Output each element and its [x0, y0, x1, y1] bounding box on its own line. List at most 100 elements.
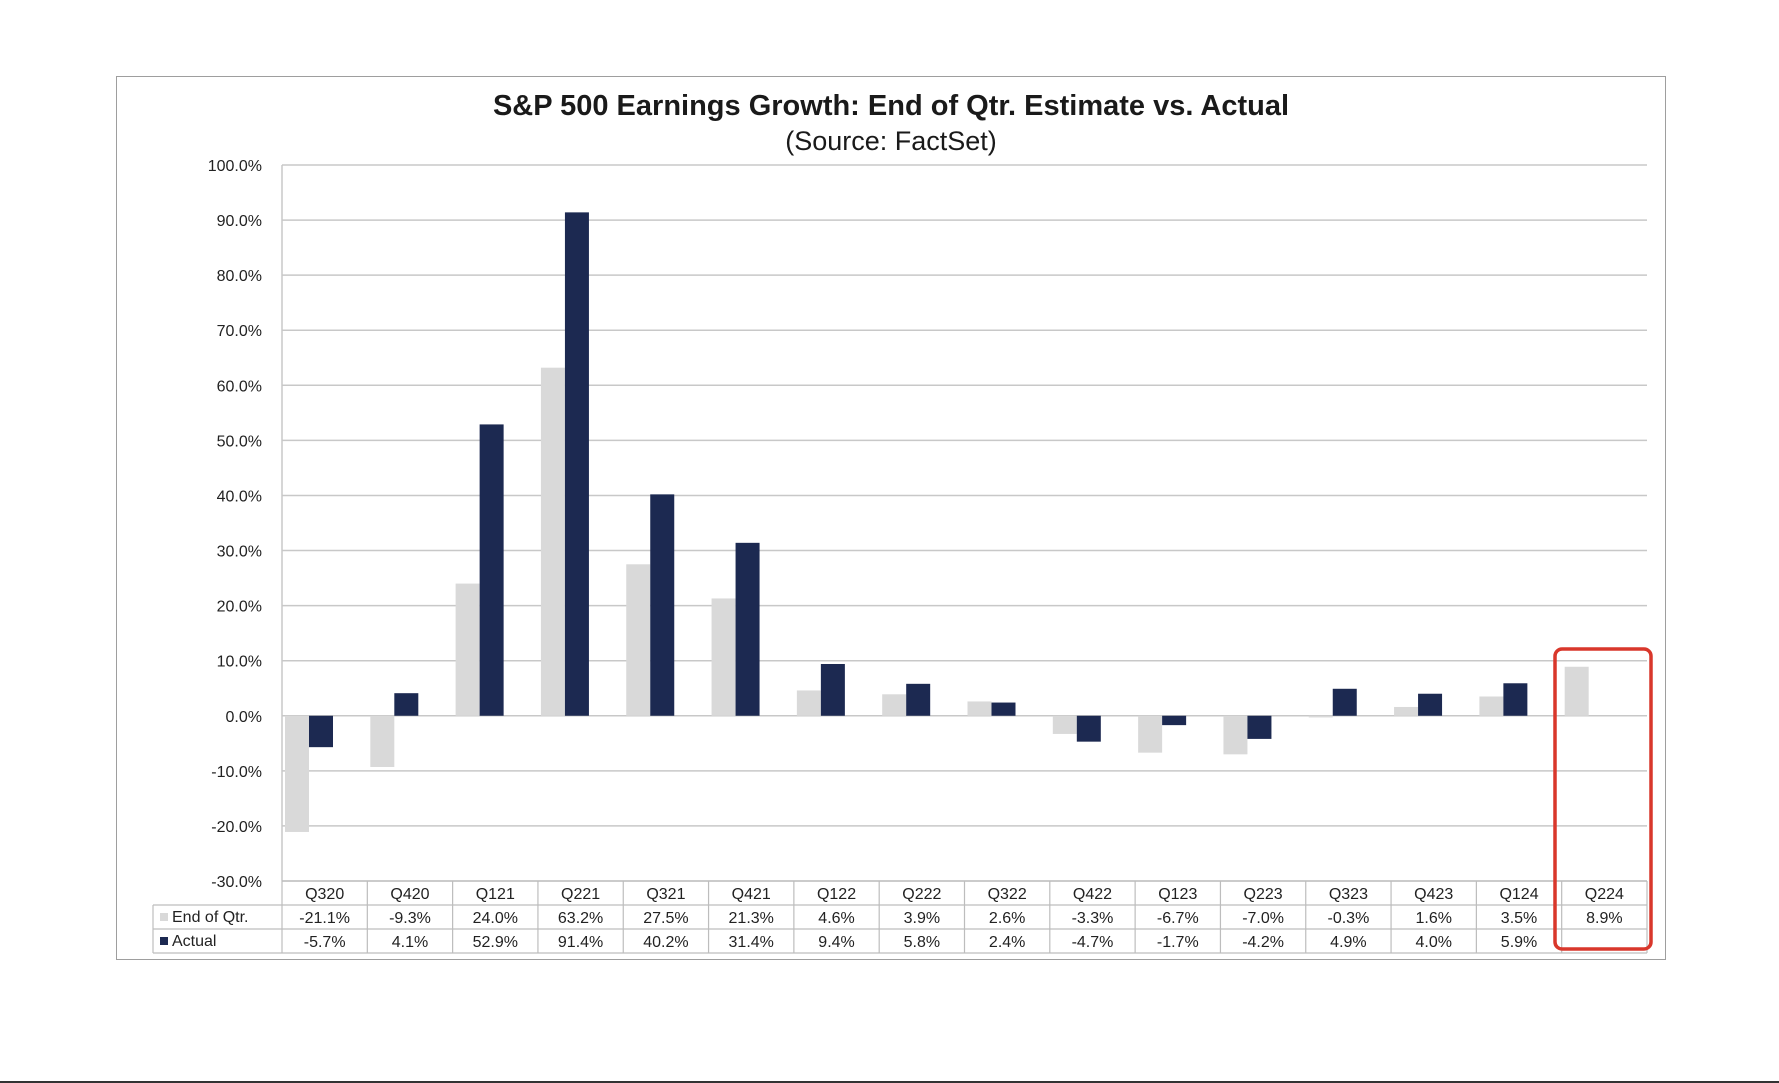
highlight-box-q224 [1553, 647, 1653, 951]
actual-bar [1247, 715, 1272, 739]
actual-bar [479, 424, 504, 716]
data-label: -7.0% [1242, 910, 1284, 927]
end-of-qtr-bar [285, 715, 309, 832]
end-of-qtr-bar [540, 367, 565, 716]
data-label: 91.4% [558, 934, 603, 951]
y-tick-label: 90.0% [217, 213, 262, 230]
data-label: 24.0% [473, 910, 518, 927]
actual-bar [394, 693, 419, 716]
end-of-qtr-bar [711, 598, 736, 716]
x-tick-label: Q423 [1414, 886, 1453, 903]
y-tick-label: -10.0% [211, 764, 262, 781]
actual-bar [1332, 688, 1357, 716]
data-label: 3.9% [904, 910, 940, 927]
x-tick-label: Q322 [988, 886, 1027, 903]
end-of-qtr-bar [882, 694, 907, 716]
y-tick-label: -20.0% [211, 819, 262, 836]
data-label: 8.9% [1586, 910, 1622, 927]
data-label: -9.3% [389, 910, 431, 927]
data-table: Q320 Q420 Q121 Q221 Q321 Q421 Q122 Q222 Q322 Q422… [152, 880, 1648, 954]
end-of-qtr-bar [1479, 696, 1504, 716]
actual-bar [991, 702, 1016, 716]
x-tick-label: Q420 [390, 886, 429, 903]
data-label: 63.2% [558, 910, 603, 927]
end-of-qtr-bar [1052, 715, 1077, 734]
data-label: 5.9% [1501, 934, 1537, 951]
chart-title: S&P 500 Earnings Growth: End of Qtr. Est… [493, 90, 1289, 122]
y-tick-label: 70.0% [217, 323, 262, 340]
x-tick-label: Q321 [646, 886, 685, 903]
data-label: 3.5% [1501, 910, 1537, 927]
actual-bar [1503, 683, 1528, 716]
data-label: 4.0% [1415, 934, 1451, 951]
data-label: 4.6% [818, 910, 854, 927]
legend-swatch [160, 937, 168, 945]
legend-swatch [160, 913, 168, 921]
end-of-qtr-bar [370, 715, 395, 767]
y-tick-label: 60.0% [217, 378, 262, 395]
end-of-qtr-bar [1564, 666, 1589, 716]
data-label: -5.7% [304, 934, 346, 951]
data-label: -0.3% [1328, 910, 1370, 927]
x-tick-label: Q422 [1073, 886, 1112, 903]
actual-bar [1162, 715, 1187, 726]
data-label: 21.3% [729, 910, 774, 927]
chart-svg: S&P 500 Earnings Growth: End of Qtr. Est… [152, 90, 1653, 954]
x-tick-label: Q224 [1585, 886, 1624, 903]
end-of-qtr-bar [1394, 706, 1419, 716]
y-tick-label: 0.0% [226, 709, 262, 726]
actual-bar [1076, 715, 1101, 742]
end-of-qtr-bar [967, 701, 992, 716]
data-label: -4.2% [1242, 934, 1284, 951]
data-label: 40.2% [643, 934, 688, 951]
end-of-qtr-bar [1308, 715, 1333, 718]
end-of-qtr-bar [626, 564, 651, 716]
bottom-divider [0, 1081, 1779, 1083]
x-tick-label: Q221 [561, 886, 600, 903]
y-tick-label: 20.0% [217, 599, 262, 616]
data-label: -6.7% [1157, 910, 1199, 927]
y-tick-label: 80.0% [217, 268, 262, 285]
y-tick-label: 40.0% [217, 488, 262, 505]
data-label: 4.9% [1330, 934, 1366, 951]
end-of-qtr-bar [455, 583, 480, 716]
x-tick-label: Q222 [902, 886, 941, 903]
actual-bar [906, 683, 931, 716]
end-of-qtr-bar [796, 690, 821, 716]
x-tick-label: Q124 [1499, 886, 1538, 903]
data-label: 2.4% [989, 934, 1025, 951]
data-label: 52.9% [473, 934, 518, 951]
actual-bar [564, 212, 589, 716]
actual-bar [1418, 693, 1443, 716]
x-tick-label: Q323 [1329, 886, 1368, 903]
y-tick-label: 50.0% [217, 433, 262, 450]
y-axis-ticks: 100.0% 90.0% 80.0% 70.0% 60.0% 50.0% 40.0% 30.0… [208, 158, 262, 891]
x-tick-label: Q122 [817, 886, 856, 903]
legend-label: End of Qtr. [172, 909, 248, 926]
data-label: 4.1% [392, 934, 428, 951]
data-label: 31.4% [729, 934, 774, 951]
x-tick-label: Q223 [1244, 886, 1283, 903]
data-label: -1.7% [1157, 934, 1199, 951]
actual-bar [820, 663, 845, 716]
y-tick-label: 100.0% [208, 158, 262, 175]
end-of-qtr-bar [1223, 715, 1248, 755]
data-label: -4.7% [1072, 934, 1114, 951]
y-tick-label: 30.0% [217, 544, 262, 561]
data-label: 1.6% [1415, 910, 1451, 927]
bars [285, 212, 1589, 832]
chart-frame: S&P 500 Earnings Growth: End of Qtr. Est… [116, 76, 1666, 960]
data-label: 9.4% [818, 934, 854, 951]
x-tick-label: Q123 [1158, 886, 1197, 903]
chart-subtitle: (Source: FactSet) [785, 126, 997, 156]
data-label: 2.6% [989, 910, 1025, 927]
data-label: 27.5% [643, 910, 688, 927]
data-label: -3.3% [1072, 910, 1114, 927]
actual-bar [309, 715, 333, 748]
x-tick-label: Q421 [732, 886, 771, 903]
x-tick-label: Q320 [305, 886, 344, 903]
legend-label: Actual [172, 933, 216, 950]
y-tick-label: -30.0% [211, 874, 262, 891]
actual-bar [650, 494, 675, 716]
y-tick-label: 10.0% [217, 654, 262, 671]
